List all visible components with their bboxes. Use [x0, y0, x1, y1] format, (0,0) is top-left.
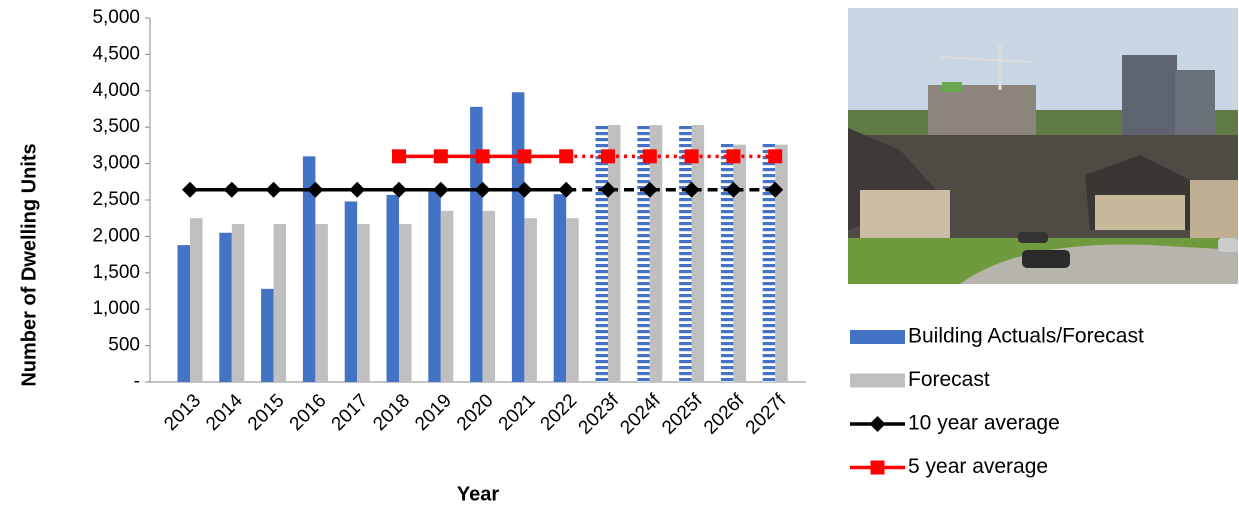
x-tick-label: 2021 [495, 390, 540, 435]
y-tick-label: 1,500 [92, 262, 140, 283]
legend-label: 10 year average [908, 412, 1060, 435]
bar [482, 210, 496, 382]
bar [691, 125, 705, 383]
legend-label: Building Actuals/Forecast [908, 325, 1144, 348]
legend-label: 5 year average [908, 455, 1048, 478]
legend-swatch [870, 460, 885, 475]
marker [349, 181, 366, 198]
bar [315, 224, 328, 382]
bar [177, 245, 190, 382]
y-tick-label: 5,000 [92, 7, 140, 28]
legend-swatch [869, 416, 886, 432]
x-tick-label: 2022 [537, 390, 582, 435]
x-tick-label: 2017 [328, 390, 373, 435]
bar [190, 218, 203, 382]
marker [474, 181, 491, 198]
x-tick-label: 2016 [286, 390, 331, 435]
bar [344, 201, 358, 382]
marker [432, 181, 449, 198]
x-tick-label: 2023f [575, 390, 624, 439]
x-tick-label: 2018 [369, 390, 414, 435]
x-tick-label: 2013 [160, 390, 205, 435]
marker [433, 149, 448, 164]
x-tick-label: 2024f [616, 390, 665, 439]
x-tick-label: 2014 [202, 390, 247, 435]
y-axis-title: Number of Dwelling Units [18, 143, 40, 386]
bar [440, 210, 454, 382]
bar [720, 143, 734, 382]
y-tick-label: 3,500 [92, 116, 140, 137]
marker [223, 181, 240, 198]
x-tick-label: 2019 [411, 390, 456, 435]
marker [182, 181, 198, 198]
marker [768, 149, 783, 164]
y-tick-label: - [134, 371, 140, 392]
marker [517, 149, 532, 164]
marker [516, 181, 533, 198]
marker [601, 149, 615, 164]
bar [637, 125, 650, 382]
legend-swatch [850, 373, 905, 388]
bar [302, 156, 316, 382]
x-tick-label: 2027f [742, 390, 791, 439]
bar [553, 194, 567, 382]
marker [307, 181, 324, 198]
y-tick-label: 2,500 [92, 189, 140, 210]
bar [566, 218, 579, 382]
y-tick-label: 2,000 [92, 225, 140, 246]
bar [261, 288, 274, 382]
bar [775, 144, 788, 382]
y-tick-label: 4,000 [92, 80, 140, 101]
marker [684, 149, 699, 164]
x-tick-label: 2025f [658, 390, 707, 439]
marker [641, 181, 658, 198]
marker [683, 181, 700, 198]
marker [558, 181, 575, 198]
bar [595, 125, 608, 382]
bar [386, 194, 399, 382]
marker [391, 181, 407, 198]
bar [219, 232, 232, 382]
bar [608, 125, 621, 383]
bar [470, 106, 483, 382]
marker [726, 149, 741, 164]
photo [848, 8, 1238, 284]
marker [475, 149, 490, 164]
marker [725, 181, 742, 198]
bar [511, 92, 525, 383]
bar [357, 224, 370, 382]
marker [642, 149, 657, 164]
legend-label: Forecast [908, 368, 990, 391]
y-tick-label: 4,500 [92, 43, 140, 64]
bar [762, 143, 776, 382]
bar [649, 125, 663, 383]
x-tick-label: 2015 [244, 390, 289, 435]
marker [392, 149, 406, 164]
marker [559, 149, 574, 164]
marker [767, 181, 784, 198]
bar [273, 224, 287, 382]
bar [428, 191, 441, 382]
x-axis-title: Year [457, 483, 499, 505]
legend-swatch [850, 330, 905, 344]
bar [524, 218, 537, 382]
x-tick-label: 2020 [453, 390, 498, 435]
marker [265, 181, 282, 198]
y-tick-label: 500 [108, 335, 140, 356]
marker [600, 181, 616, 198]
x-tick-label: 2026f [700, 390, 749, 439]
bar [679, 125, 692, 382]
bar [399, 224, 412, 382]
bar [733, 144, 746, 382]
y-tick-label: 3,000 [92, 153, 140, 174]
bar [231, 224, 245, 382]
y-tick-label: 1,000 [92, 298, 140, 319]
